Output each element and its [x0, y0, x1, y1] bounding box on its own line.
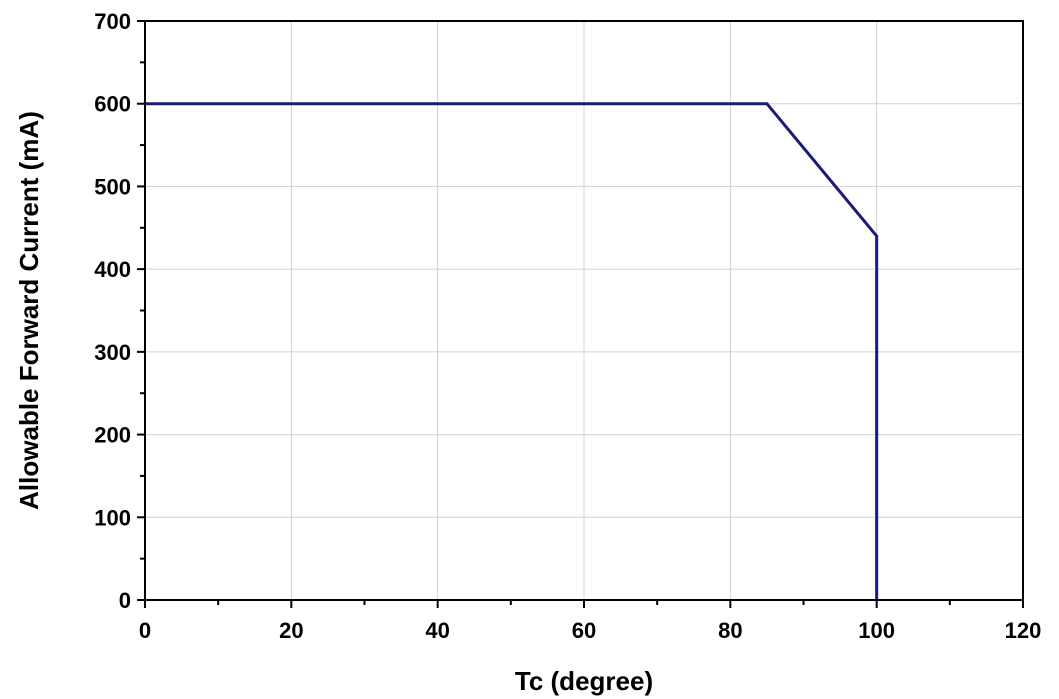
y-tick-label: 300	[94, 340, 131, 365]
grid-lines	[145, 21, 1023, 600]
y-axis-title: Allowable Forward Current (mA)	[14, 111, 44, 510]
x-tick-label: 0	[139, 618, 151, 643]
y-axis-ticks: 0 100 200 300 400 500 600 700	[94, 9, 145, 613]
x-tick-label: 80	[718, 618, 742, 643]
x-axis-ticks: 0 20 40 60 80 100 120	[139, 600, 1041, 643]
x-axis-title: Tc (degree)	[515, 666, 653, 696]
y-tick-label: 600	[94, 92, 131, 117]
x-tick-label: 60	[572, 618, 596, 643]
series-line	[145, 102, 879, 600]
x-tick-label: 40	[425, 618, 449, 643]
x-tick-label: 120	[1005, 618, 1042, 643]
series-layer	[145, 102, 879, 600]
y-tick-label: 400	[94, 257, 131, 282]
minor-ticks	[140, 61, 951, 605]
y-tick-label: 500	[94, 174, 131, 199]
x-tick-label: 100	[858, 618, 895, 643]
y-tick-label: 700	[94, 9, 131, 34]
x-tick-label: 20	[279, 618, 303, 643]
y-tick-label: 200	[94, 423, 131, 448]
y-tick-label: 0	[119, 588, 131, 613]
y-tick-label: 100	[94, 505, 131, 530]
